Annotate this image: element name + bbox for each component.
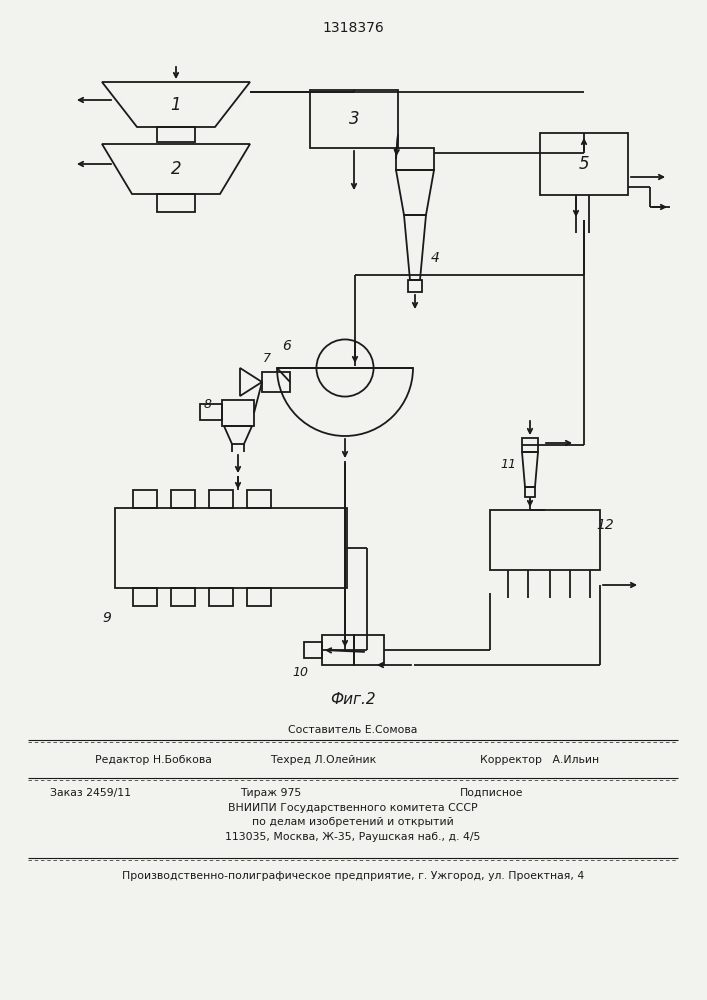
Text: 6: 6 [283, 339, 291, 353]
Text: 9: 9 [103, 611, 112, 625]
Bar [222, 400, 254, 426]
Text: 11: 11 [500, 458, 516, 471]
Text: Редактор Н.Бобкова: Редактор Н.Бобкова [95, 755, 212, 765]
Text: по делам изобретений и открытий: по делам изобретений и открытий [252, 817, 454, 827]
Bar [209, 588, 233, 606]
Text: 7: 7 [263, 352, 271, 364]
Bar [133, 588, 157, 606]
Text: 2: 2 [170, 160, 181, 178]
Text: Техред Л.Олейник: Техред Л.Олейник [270, 755, 376, 765]
Text: Заказ 2459/11: Заказ 2459/11 [50, 788, 131, 798]
Bar [396, 148, 434, 170]
Bar [262, 372, 290, 392]
Bar [171, 588, 195, 606]
Bar [247, 490, 271, 508]
Bar [200, 404, 222, 420]
Text: Тираж 975: Тираж 975 [240, 788, 301, 798]
Bar [322, 635, 354, 665]
Text: 10: 10 [292, 666, 308, 678]
Text: 5: 5 [579, 155, 590, 173]
Bar [157, 194, 195, 212]
Bar [490, 510, 600, 570]
Text: 1318376: 1318376 [322, 21, 384, 35]
Bar [525, 487, 535, 497]
Text: 3: 3 [349, 110, 359, 128]
Bar [133, 490, 157, 508]
Text: 12: 12 [596, 518, 614, 532]
Bar [304, 642, 322, 658]
Bar [247, 588, 271, 606]
Bar [522, 438, 538, 452]
Bar [354, 635, 384, 665]
Bar [157, 127, 195, 142]
Text: Подписное: Подписное [460, 788, 523, 798]
Text: 8: 8 [204, 398, 212, 412]
Bar [310, 90, 398, 148]
Bar [171, 490, 195, 508]
Text: Фиг.2: Фиг.2 [330, 692, 376, 708]
Text: Составитель Е.Сомова: Составитель Е.Сомова [288, 725, 418, 735]
Text: Производственно-полиграфическое предприятие, г. Ужгород, ул. Проектная, 4: Производственно-полиграфическое предприя… [122, 871, 584, 881]
Bar [408, 280, 422, 292]
Text: ВНИИПИ Государственного комитета СССР: ВНИИПИ Государственного комитета СССР [228, 803, 478, 813]
Bar [115, 508, 347, 588]
Text: 4: 4 [431, 250, 440, 264]
Bar [209, 490, 233, 508]
Text: 113035, Москва, Ж-35, Раушская наб., д. 4/5: 113035, Москва, Ж-35, Раушская наб., д. … [226, 832, 481, 842]
Text: Корректор   А.Ильин: Корректор А.Ильин [480, 755, 599, 765]
Bar [540, 133, 628, 195]
Text: 1: 1 [170, 96, 181, 113]
